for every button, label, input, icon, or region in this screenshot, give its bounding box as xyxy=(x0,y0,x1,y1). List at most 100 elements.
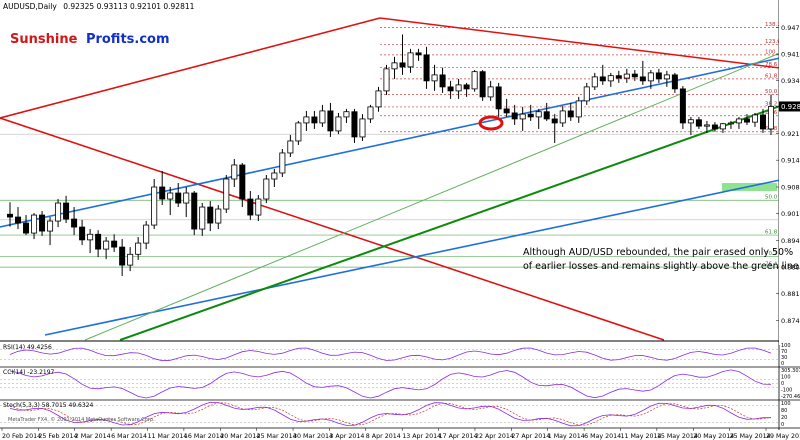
candle-body xyxy=(167,192,174,200)
candle-body xyxy=(671,74,678,90)
candle xyxy=(351,108,358,143)
brand-sunshine: Sunshine xyxy=(10,32,78,47)
candle xyxy=(439,67,446,93)
candle-body xyxy=(703,124,710,127)
indicator-axis-label: 0 xyxy=(781,381,784,387)
candle-body xyxy=(591,76,598,88)
brand-watermark: Sunshine Profits.com xyxy=(10,32,170,47)
candle-body xyxy=(175,192,182,204)
price-tick-label: 0.88800 xyxy=(781,264,800,272)
candle-body xyxy=(351,111,358,138)
candle-body xyxy=(191,192,198,230)
candle-body xyxy=(231,164,238,180)
chart-ohlc: 0.92325 0.93113 0.92101 0.92811 xyxy=(63,2,194,11)
date-tick-label: 27 Apr 2014 xyxy=(511,433,550,440)
thin-green-trend-line xyxy=(84,52,781,341)
candle-body xyxy=(487,86,494,98)
candle xyxy=(223,174,230,214)
date-tick-label: 1 May 2014 xyxy=(548,433,585,440)
candle xyxy=(503,98,510,117)
candle-body xyxy=(431,74,438,82)
fibonacci-levels: 138.2123.610078.661.850.038.223.661.850.… xyxy=(0,22,781,268)
candle xyxy=(655,68,662,83)
indicator-axis-label: 80 xyxy=(781,408,787,414)
candle xyxy=(151,179,158,230)
candle xyxy=(295,120,302,145)
candle xyxy=(719,122,726,133)
resistance-line-top xyxy=(0,17,381,119)
candle xyxy=(167,187,174,216)
candle xyxy=(335,112,342,135)
candle-body xyxy=(407,52,414,68)
fib-level-label: 100 xyxy=(765,49,776,55)
candle xyxy=(119,239,126,276)
candle xyxy=(607,72,614,87)
candle xyxy=(191,191,198,236)
candle xyxy=(111,234,118,252)
date-tick-label: 29 May 2014 xyxy=(766,433,800,440)
candle-body xyxy=(159,186,166,200)
candle xyxy=(87,229,94,254)
candle xyxy=(7,202,14,227)
candle-body xyxy=(391,62,398,70)
indicator-main-line xyxy=(9,347,772,362)
price-tick-label: 0.90800 xyxy=(781,184,800,192)
fib-level-label: 138.2 xyxy=(765,22,781,28)
upper-blue-support-line xyxy=(0,57,781,228)
candle-body xyxy=(575,100,582,118)
candle-body xyxy=(647,72,654,82)
brand-profits: Profits.com xyxy=(86,32,170,47)
candle-body xyxy=(303,116,310,124)
chart-header: AUDUSD,Daily 0.92325 0.93113 0.92101 0.9… xyxy=(3,2,195,11)
candle-body xyxy=(727,122,734,125)
candle xyxy=(343,108,350,123)
candle xyxy=(287,134,294,157)
candle xyxy=(511,104,518,125)
candle xyxy=(79,219,86,246)
candle-body xyxy=(535,111,542,118)
date-tick-label: 25 Mar 2014 xyxy=(257,433,297,440)
candle-body xyxy=(631,73,638,78)
candle-body xyxy=(495,86,502,110)
candle xyxy=(55,199,62,228)
candle-body xyxy=(7,213,14,218)
candle-body xyxy=(479,71,486,98)
candle-body xyxy=(383,68,390,92)
candle-body xyxy=(319,110,326,124)
candle-body xyxy=(687,119,694,124)
candle-body xyxy=(543,111,550,120)
candle xyxy=(159,170,166,206)
candle xyxy=(543,102,550,121)
candle xyxy=(743,114,750,125)
indicator-axis-label: -270.4642 xyxy=(781,394,800,400)
candle xyxy=(71,207,78,236)
indicator-main-line xyxy=(9,401,771,427)
fib-level-label: 50.0 xyxy=(765,89,778,95)
candle xyxy=(311,110,318,129)
candle-body xyxy=(63,202,70,220)
candle-body xyxy=(215,208,222,224)
fib-level-label: 61.8 xyxy=(765,73,778,79)
candle xyxy=(375,86,382,112)
candle-body xyxy=(87,233,94,241)
candle-body xyxy=(743,118,750,123)
candle xyxy=(495,82,502,117)
candle-body xyxy=(247,198,254,216)
candle xyxy=(47,217,54,246)
indicator-axis-label: 30 xyxy=(781,355,787,361)
candle xyxy=(759,108,766,133)
candle-body xyxy=(751,114,758,123)
indicator-label: Stoch(5,3,3) 58.7015 49.6324 xyxy=(3,402,94,409)
candle-body xyxy=(295,122,302,142)
green-support-line xyxy=(119,105,781,341)
date-tick-label: 22 Apr 2014 xyxy=(475,433,514,440)
candle-body xyxy=(327,110,334,132)
candle-body xyxy=(31,214,38,234)
candle-body xyxy=(439,74,446,88)
candle xyxy=(383,64,390,95)
candle xyxy=(135,237,142,260)
candle xyxy=(463,82,470,97)
indicator-axis-label: 0 xyxy=(781,422,784,428)
candle xyxy=(479,70,486,101)
